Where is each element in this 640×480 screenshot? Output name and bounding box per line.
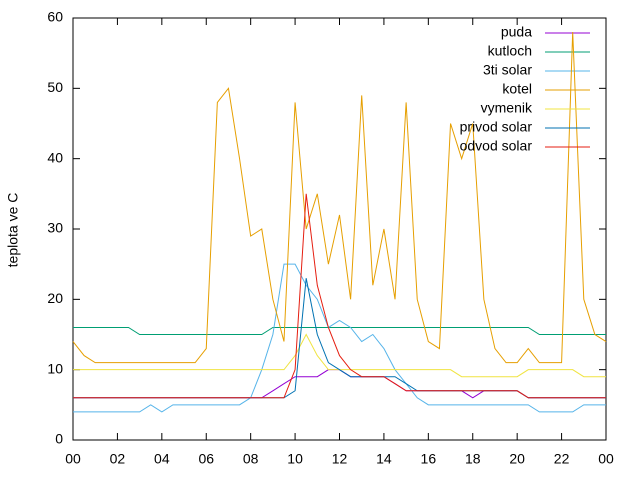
legend-label: odvod solar <box>460 138 533 154</box>
x-tick-label: 06 <box>198 451 214 467</box>
x-tick-label: 04 <box>154 451 170 467</box>
x-tick-label: 12 <box>332 451 348 467</box>
legend-label: kutloch <box>488 43 532 59</box>
y-axis-label: teplota ve C <box>5 193 21 268</box>
y-tick-label: 50 <box>47 79 63 95</box>
y-tick-label: 10 <box>47 360 63 376</box>
series-line <box>73 326 606 335</box>
x-tick-label: 22 <box>554 451 570 467</box>
series-line <box>73 278 606 399</box>
y-tick-label: 0 <box>55 431 63 447</box>
y-tick-label: 30 <box>47 220 63 236</box>
x-tick-label: 10 <box>287 451 303 467</box>
x-tick-label: 00 <box>65 451 81 467</box>
y-tick-label: 40 <box>47 149 63 165</box>
series-line <box>73 369 606 399</box>
x-tick-label: 14 <box>376 451 392 467</box>
x-tick-label: 20 <box>509 451 525 467</box>
x-tick-label: 16 <box>421 451 437 467</box>
legend-label: kotel <box>502 81 532 97</box>
series-line <box>72 32 607 364</box>
series-line <box>73 193 606 399</box>
legend-label: 3ti solar <box>483 62 532 78</box>
x-tick-label: 18 <box>465 451 481 467</box>
x-tick-label: 02 <box>110 451 126 467</box>
series-line <box>73 263 606 413</box>
legend-label: vymenik <box>481 100 533 116</box>
legend-label: privod solar <box>460 119 533 135</box>
y-tick-label: 60 <box>47 9 63 25</box>
x-tick-label: 08 <box>243 451 259 467</box>
legend-label: puda <box>501 24 532 40</box>
y-tick-label: 20 <box>47 290 63 306</box>
x-tick-label: 00 <box>598 451 614 467</box>
